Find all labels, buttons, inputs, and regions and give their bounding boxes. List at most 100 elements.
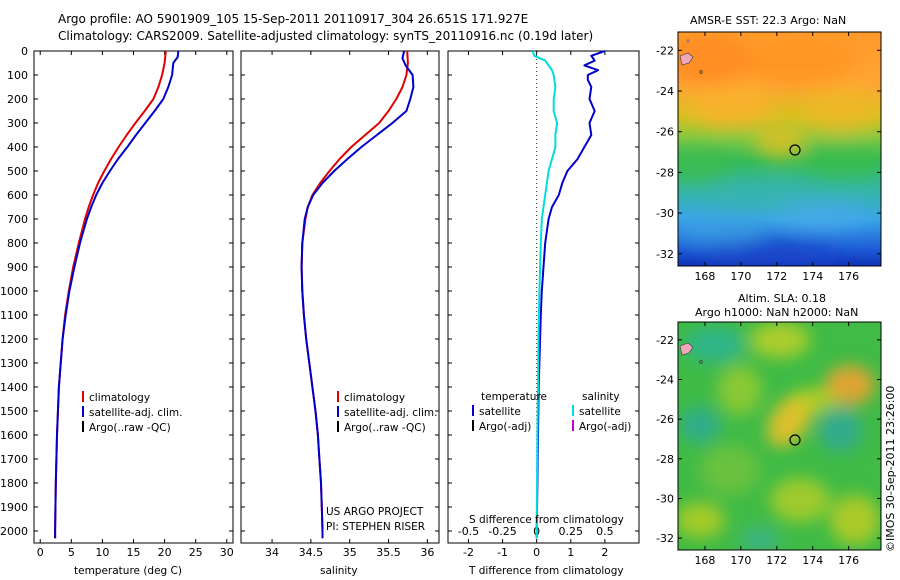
legend-swatch-red	[82, 391, 84, 402]
legend-swatch-black	[472, 420, 474, 431]
legend-swatch-blue	[82, 406, 84, 417]
x-tick-label: 30	[220, 546, 234, 559]
x-tick-top-label: 0.25	[559, 525, 584, 538]
x-tick-label: -1	[497, 546, 508, 559]
legend-swatch-cyan	[572, 405, 574, 416]
x-tick-label: 36	[420, 546, 434, 559]
difference-xlabel: T difference from climatology	[469, 565, 624, 577]
map-x-tick-label: 174	[802, 554, 823, 567]
map-x-tick-label: 174	[802, 270, 823, 283]
plot-frame	[447, 50, 640, 544]
y-tick-label: 1600	[0, 429, 28, 442]
map-x-tick-label: 170	[730, 270, 751, 283]
diff-legend-right: satellite Argo(-adj)	[572, 405, 631, 435]
map-y-tick-label: -32	[656, 532, 674, 545]
x-tick-label: 20	[158, 546, 172, 559]
map-y-tick-label: -22	[656, 334, 674, 347]
legend-swatch-blue	[472, 405, 474, 416]
island-shape	[679, 342, 694, 356]
x-tick-label: 34	[265, 546, 279, 559]
difference-panel: -2 -1 0 1 2-0.5 -0.25 0 0.25 0.5	[447, 50, 640, 559]
temperature-xlabel: temperature (deg C)	[74, 565, 182, 577]
y-tick-label: 300	[7, 117, 28, 130]
x-tick-label: 2	[601, 546, 608, 559]
plot-frame	[240, 50, 440, 544]
y-tick-label: 900	[7, 261, 28, 274]
legend-label-argo: Argo(..raw -QC)	[344, 422, 426, 434]
x-tick-label: -2	[463, 546, 474, 559]
map-x-tick-label: 172	[766, 270, 787, 283]
y-tick-label: 1900	[0, 501, 28, 514]
y-tick-label: 100	[7, 69, 28, 82]
x-tick-label: 10	[95, 546, 109, 559]
argo-position-marker	[789, 144, 801, 156]
y-tick-label: 800	[7, 237, 28, 250]
legend-label-satellite: satellite-adj. clim.	[344, 407, 438, 419]
salinity-xlabel: salinity	[320, 565, 358, 577]
map-y-tick-label: -30	[656, 207, 674, 220]
legend-swatch-magenta	[572, 420, 574, 431]
argo-position-marker	[789, 434, 801, 446]
legend-label-satellite: satellite-adj. clim.	[89, 407, 183, 419]
y-tick-label: 500	[7, 165, 28, 178]
series-line	[300, 50, 415, 539]
legend-swatch-blue	[337, 406, 339, 417]
map-y-tick-label: -28	[656, 166, 674, 179]
salinity-legend: climatology satellite-adj. clim. Argo(..…	[337, 391, 437, 436]
x-tick-label: 0	[533, 546, 540, 559]
map-x-tick-label: 176	[838, 270, 859, 283]
copyright-timestamp: ©IMOS 30-Sep-2011 23:26:00	[884, 385, 897, 552]
y-tick-label: 200	[7, 93, 28, 106]
figure-title-line2: Climatology: CARS2009. Satellite-adjuste…	[58, 29, 594, 43]
project-annotation: US ARGO PROJECT PI: STEPHEN RISER	[326, 505, 425, 535]
project-pi: PI: STEPHEN RISER	[326, 521, 426, 533]
map-y-tick-label: -28	[656, 453, 674, 466]
map-y-tick-label: -22	[656, 44, 674, 57]
x-tick-label: 35	[343, 546, 357, 559]
y-tick-label: 600	[7, 189, 28, 202]
sst-map	[678, 32, 881, 266]
legend-label-argo: Argo(..raw -QC)	[89, 422, 171, 434]
salinity-panel: 34 34.5 35 35.5 36	[240, 50, 440, 559]
x-tick-label: 1	[567, 546, 574, 559]
figure-title-line1: Argo profile: AO 5901909_105 15-Sep-2011…	[58, 12, 529, 26]
legend-swatch-red	[337, 391, 339, 402]
map-y-tick-label: -24	[656, 373, 674, 386]
map-panels: 168 170 172 174 176 -22 -24 -26 -28 -30 -32 168 170…	[656, 31, 882, 567]
map2-title-line2: Argo h1000: NaN h2000: NaN	[695, 306, 859, 319]
x-tick-label: 15	[127, 546, 141, 559]
map-x-tick-label: 168	[694, 270, 715, 283]
map-y-tick-label: -24	[656, 85, 674, 98]
map1-title: AMSR-E SST: 22.3 Argo: NaN	[690, 14, 847, 27]
map-y-tick-label: -32	[656, 248, 674, 261]
map-x-tick-label: 170	[730, 554, 751, 567]
sst-map-ticks: 168 170 172 174 176 -22 -24 -26 -28 -30 -32	[656, 32, 881, 283]
legend-label-climatology: climatology	[344, 392, 406, 404]
map-y-tick-label: -30	[656, 492, 674, 505]
sla-map-frame	[677, 321, 882, 551]
diff-legend-sal-header: salinity	[582, 391, 620, 403]
map-x-tick-label: 176	[838, 554, 859, 567]
y-tick-label: 0	[21, 45, 28, 58]
diff-legend-temp-header: temperature	[481, 391, 547, 403]
island-shape	[679, 52, 694, 66]
diff-legend-left: satellite Argo(-adj)	[472, 405, 531, 435]
temperature-legend: climatology satellite-adj. clim. Argo(..…	[82, 391, 182, 436]
map-y-tick-label: -26	[656, 126, 674, 139]
series-line	[531, 50, 559, 539]
x-tick-label: 25	[189, 546, 203, 559]
legend-label-sal-argo: Argo(-adj)	[579, 421, 632, 433]
y-tick-label: 1100	[0, 309, 28, 322]
legend-label-climatology: climatology	[89, 392, 151, 404]
x-tick-top-label: 0.5	[596, 525, 614, 538]
sst-map-frame	[677, 31, 882, 267]
x-tick-label: 0	[37, 546, 44, 559]
y-tick-label: 1700	[0, 453, 28, 466]
y-tick-label: 1300	[0, 357, 28, 370]
y-tick-label: 2000	[0, 525, 28, 538]
difference-xlabel-top: S difference from climatology	[469, 514, 624, 526]
temperature-panel: 0 5 10 15 20 25 300100200300400500600700800900…	[0, 45, 234, 559]
y-tick-label: 400	[7, 141, 28, 154]
y-tick-label: 1800	[0, 477, 28, 490]
legend-swatch-black	[337, 421, 339, 432]
